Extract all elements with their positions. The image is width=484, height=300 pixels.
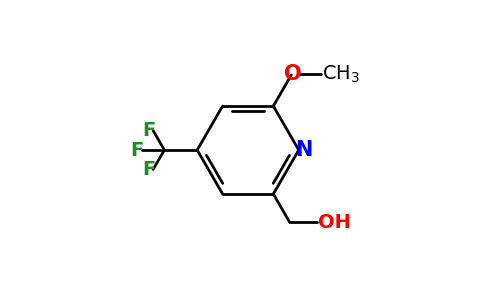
Text: OH: OH — [318, 213, 351, 232]
Text: F: F — [131, 140, 144, 160]
Text: N: N — [295, 140, 312, 160]
Text: O: O — [284, 64, 301, 84]
Text: F: F — [142, 121, 156, 140]
Text: CH$_3$: CH$_3$ — [322, 64, 361, 85]
Text: F: F — [142, 160, 156, 179]
